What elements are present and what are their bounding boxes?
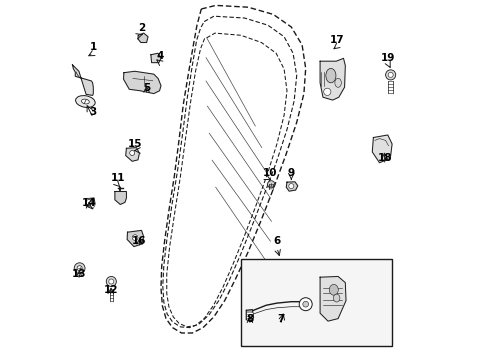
Polygon shape xyxy=(285,182,297,191)
Ellipse shape xyxy=(333,294,339,302)
Circle shape xyxy=(108,279,114,284)
Text: 4: 4 xyxy=(156,51,163,61)
Text: 14: 14 xyxy=(81,198,96,208)
Polygon shape xyxy=(246,310,253,321)
Circle shape xyxy=(302,301,308,307)
Circle shape xyxy=(74,263,85,274)
Circle shape xyxy=(288,184,293,189)
Text: 11: 11 xyxy=(110,173,125,183)
Text: 8: 8 xyxy=(246,314,253,324)
Polygon shape xyxy=(115,192,126,204)
Text: 13: 13 xyxy=(72,269,86,279)
Ellipse shape xyxy=(334,78,341,87)
Ellipse shape xyxy=(328,284,338,295)
Text: 3: 3 xyxy=(89,107,97,117)
Polygon shape xyxy=(86,198,95,209)
Text: 6: 6 xyxy=(273,236,280,246)
Circle shape xyxy=(323,88,330,95)
Polygon shape xyxy=(151,53,161,63)
Text: 7: 7 xyxy=(276,314,284,324)
Circle shape xyxy=(299,298,311,311)
Circle shape xyxy=(77,266,82,271)
Circle shape xyxy=(90,203,95,207)
Polygon shape xyxy=(371,135,391,163)
Text: 5: 5 xyxy=(142,83,150,93)
Polygon shape xyxy=(127,230,143,247)
Ellipse shape xyxy=(76,96,95,107)
Circle shape xyxy=(132,235,138,240)
Text: 9: 9 xyxy=(287,168,294,178)
Polygon shape xyxy=(320,276,346,321)
Text: 2: 2 xyxy=(138,23,145,33)
Ellipse shape xyxy=(81,99,89,104)
Text: 18: 18 xyxy=(377,153,391,163)
Circle shape xyxy=(267,181,274,188)
Text: 10: 10 xyxy=(262,168,276,178)
Circle shape xyxy=(106,276,116,287)
Text: 12: 12 xyxy=(103,285,118,295)
Text: 17: 17 xyxy=(329,35,344,45)
Circle shape xyxy=(387,72,392,77)
Text: 15: 15 xyxy=(127,139,142,149)
Ellipse shape xyxy=(325,68,335,83)
Text: 16: 16 xyxy=(132,236,146,246)
Circle shape xyxy=(129,150,134,156)
Polygon shape xyxy=(123,71,161,94)
Polygon shape xyxy=(72,65,93,95)
Text: 1: 1 xyxy=(89,42,97,52)
Text: 19: 19 xyxy=(381,53,395,63)
Polygon shape xyxy=(320,58,345,100)
Polygon shape xyxy=(125,148,139,161)
Circle shape xyxy=(86,199,92,205)
Polygon shape xyxy=(138,33,148,42)
Circle shape xyxy=(385,70,395,80)
Bar xyxy=(241,259,391,346)
